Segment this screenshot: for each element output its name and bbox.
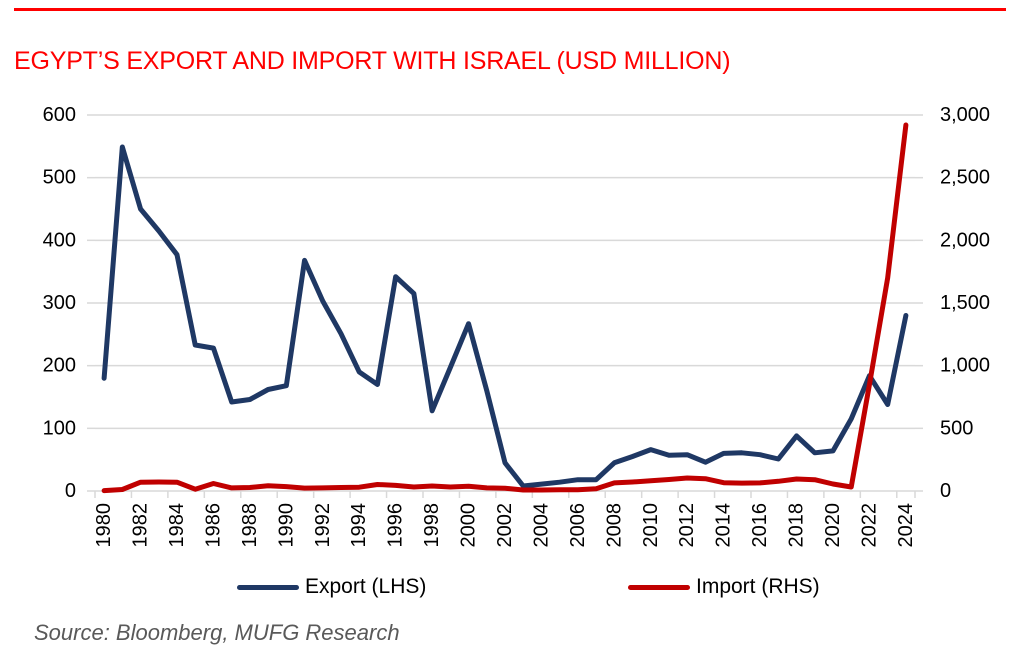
y-axis-label-left: 100 (43, 417, 76, 439)
x-axis-label: 1992 (312, 503, 334, 548)
y-axis-label-left: 600 (43, 104, 76, 126)
x-axis-label: 2024 (895, 503, 917, 548)
x-axis-label: 2002 (494, 503, 516, 548)
x-axis-label: 1998 (421, 503, 443, 548)
x-axis-label: 1988 (239, 503, 261, 548)
x-axis-label: 1980 (93, 503, 115, 548)
legend-label-export: Export (LHS) (305, 575, 427, 598)
import-line (101, 122, 909, 494)
y-axis-label-right: 1,500 (940, 292, 990, 314)
export-line (101, 144, 909, 489)
y-axis-label-left: 0 (65, 480, 76, 502)
y-axis-label-left: 500 (43, 167, 76, 189)
source-text: Source: Bloomberg, MUFG Research (34, 620, 400, 645)
import-legend-line-icon (628, 584, 690, 590)
y-axis-label-left: 400 (43, 229, 76, 251)
x-axis-label: 1986 (202, 503, 224, 548)
x-axis-label: 2004 (530, 503, 552, 548)
y-axis-label-right: 0 (940, 480, 951, 502)
x-axis-label: 2016 (749, 503, 771, 548)
x-axis-label: 1982 (130, 503, 152, 548)
y-axis-label-left: 300 (43, 292, 76, 314)
y-axis-label-right: 1,000 (940, 355, 990, 377)
x-axis-label: 2012 (676, 503, 698, 548)
x-axis-label: 1996 (385, 503, 407, 548)
x-axis-label: 1994 (348, 503, 370, 548)
y-axis-label-right: 3,000 (940, 104, 990, 126)
export-legend-line-icon (237, 584, 299, 590)
chart-svg: 0 0 100 500 200 1,000 300 1,500 400 2,000 500 2,500… (43, 104, 990, 548)
legend-label-import: Import (RHS) (696, 575, 820, 598)
legend-item-export: Export (LHS) (237, 575, 427, 598)
legend-item-import: Import (RHS) (628, 575, 820, 598)
x-axis-label: 2010 (640, 503, 662, 548)
x-axis-label: 1990 (275, 503, 297, 548)
y-axis-label-right: 2,500 (940, 167, 990, 189)
y-axis-label-right: 2,000 (940, 229, 990, 251)
y-axis-label-left: 200 (43, 355, 76, 377)
x-axis-label: 2018 (786, 503, 808, 548)
chart-title: EGYPT’S EXPORT AND IMPORT WITH ISRAEL (U… (14, 47, 731, 75)
x-axis-label: 2008 (603, 503, 625, 548)
x-axis-label: 2022 (858, 503, 880, 548)
red-top-rule (14, 8, 1006, 11)
y-axis-label-right: 500 (940, 417, 973, 439)
x-axis-label: 1984 (166, 503, 188, 548)
x-axis-label: 2006 (567, 503, 589, 548)
x-axis-label: 2020 (822, 503, 844, 548)
x-axis-label: 2000 (458, 503, 480, 548)
x-axis-label: 2014 (713, 503, 735, 548)
